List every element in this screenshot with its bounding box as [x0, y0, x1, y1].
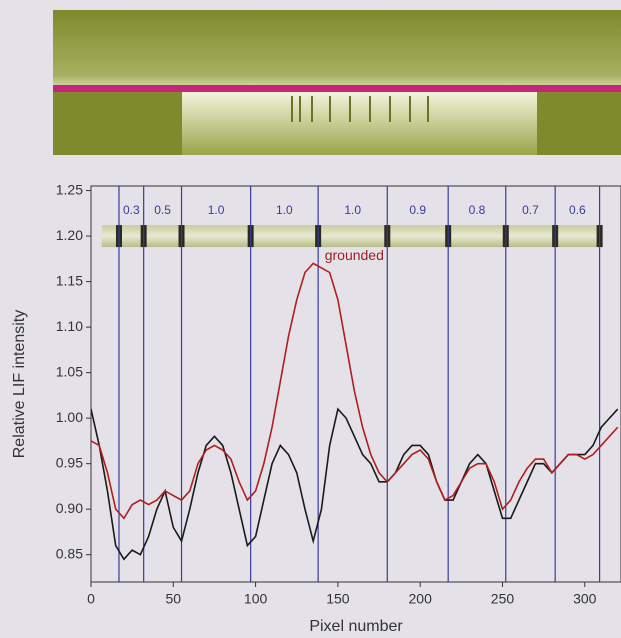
- plot-area: [91, 186, 618, 582]
- y-tick-label: 0.95: [56, 454, 83, 470]
- segment-label: 1.0: [208, 203, 225, 217]
- x-tick-label: 150: [326, 591, 350, 607]
- x-tick-label: 100: [244, 591, 268, 607]
- x-tick-label: 200: [409, 591, 433, 607]
- segment-label: 1.0: [344, 203, 361, 217]
- segment-label: 1.0: [276, 203, 293, 217]
- x-tick-label: 0: [87, 591, 95, 607]
- y-tick-label: 1.10: [56, 318, 83, 334]
- y-tick-label: 1.20: [56, 227, 83, 243]
- x-tick-label: 300: [573, 591, 597, 607]
- y-tick-label: 1.15: [56, 272, 83, 288]
- y-tick-label: 0.85: [56, 545, 83, 561]
- segment-label: 0.9: [409, 203, 426, 217]
- x-tick-label: 250: [491, 591, 515, 607]
- data-line: [91, 263, 618, 518]
- segment-label: 0.8: [469, 203, 486, 217]
- page: {"chart_data": { "type": "line", "x_labe…: [0, 0, 621, 638]
- x-axis-label: Pixel number: [309, 618, 403, 635]
- segment-label: 0.7: [522, 203, 539, 217]
- x-tick-label: 50: [166, 591, 182, 607]
- segment-label: 0.3: [123, 203, 140, 217]
- y-tick-label: 0.90: [56, 500, 83, 516]
- figure: Pixel number Relative LIF intensity 0.85…: [0, 0, 621, 638]
- pattern-strip: [102, 225, 603, 247]
- segment-label: 0.6: [569, 203, 586, 217]
- y-tick-label: 1.25: [56, 181, 83, 197]
- y-tick-label: 1.05: [56, 363, 83, 379]
- camera-image: [53, 10, 621, 155]
- annotation: grounded: [325, 247, 384, 263]
- y-axis-label: Relative LIF intensity: [11, 310, 28, 459]
- data-line: [91, 409, 618, 559]
- y-tick-label: 1.00: [56, 409, 83, 425]
- segment-label: 0.5: [154, 203, 171, 217]
